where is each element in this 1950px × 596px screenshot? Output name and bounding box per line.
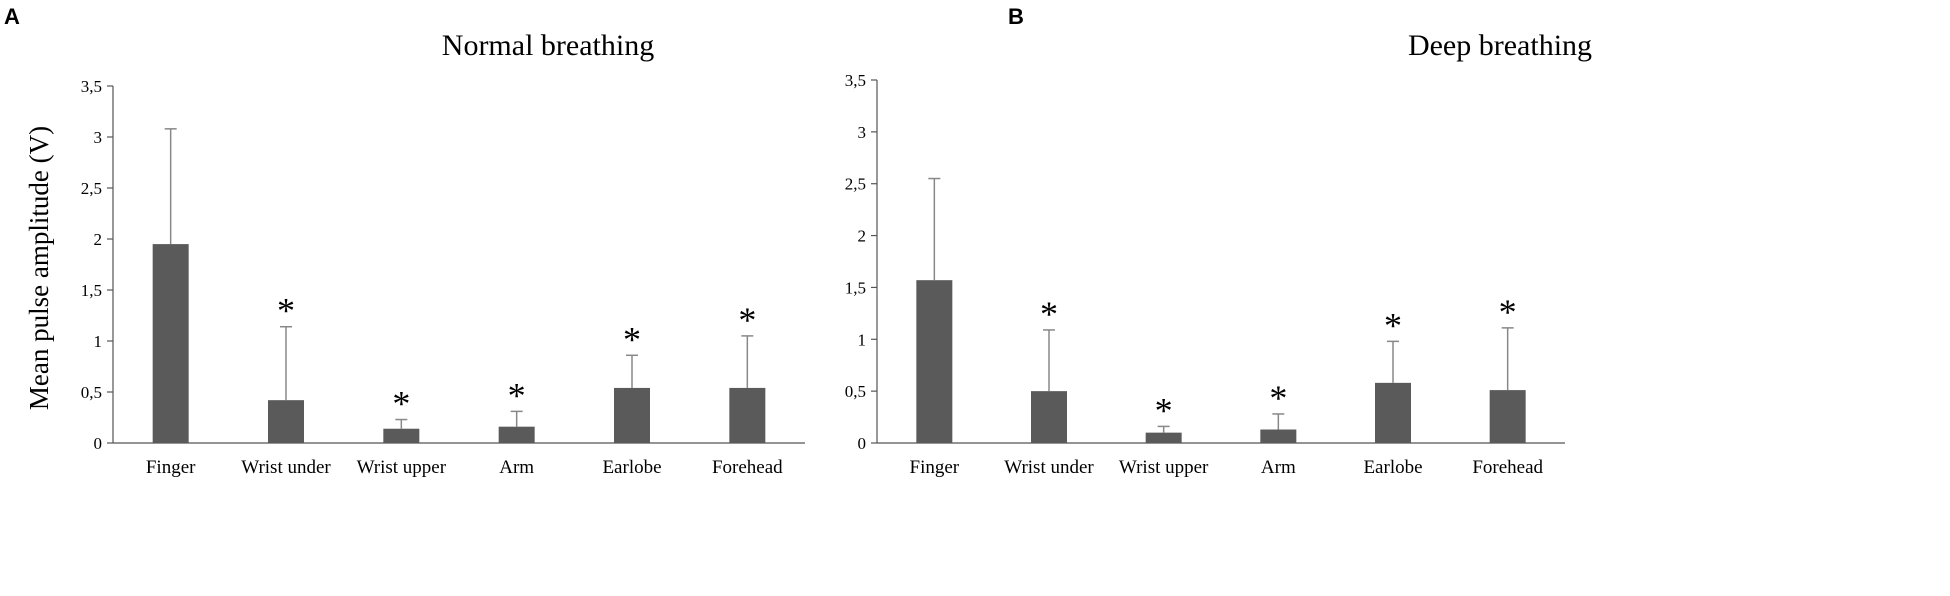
significance-star: * (738, 300, 756, 340)
x-tick-label: Earlobe (602, 457, 661, 478)
bar (729, 387, 766, 443)
y-tick-label: 3 (858, 123, 867, 142)
bar (268, 400, 304, 443)
y-tick-label: 0,5 (845, 382, 866, 401)
significance-star: * (1499, 292, 1517, 332)
y-tick-label: 1,5 (845, 278, 866, 297)
significance-star: * (508, 375, 526, 415)
x-tick-label: Forehead (1472, 457, 1543, 478)
bar (1489, 390, 1526, 443)
bar (1375, 382, 1411, 443)
panel-letter: B (1008, 4, 1024, 29)
bar (614, 387, 650, 443)
significance-star: * (392, 384, 410, 424)
x-tick-label: Wrist under (241, 457, 331, 478)
y-tick-label: 1 (858, 330, 867, 349)
y-axis-label: Mean pulse amplitude (V) (24, 126, 54, 410)
y-tick-label: 0 (858, 434, 867, 453)
y-tick-label: 0 (94, 434, 103, 453)
plot-area: 0 0,5 1 1,5 2 2,5 3 3,5 Finger * Wrist under * Wrist… (845, 71, 1565, 478)
y-tick-label: 0,5 (81, 383, 102, 402)
x-tick-label: Arm (1261, 457, 1296, 478)
significance-star: * (623, 319, 641, 359)
y-tick-label: 3 (94, 128, 103, 147)
y-tick-label: 2 (94, 230, 103, 249)
x-tick-label: Forehead (712, 457, 783, 478)
panel-b: B Deep breathing 0 0,5 1 1,5 2 2,5 3 3,5 Finger *… (845, 4, 1592, 478)
x-tick-label: Finger (910, 457, 960, 478)
y-tick-label: 3,5 (81, 77, 102, 96)
chart-title: Deep breathing (1408, 29, 1592, 62)
bar (383, 428, 420, 443)
significance-star: * (1155, 390, 1173, 430)
chart-title: Normal breathing (442, 29, 654, 62)
x-tick-label: Wrist under (1004, 457, 1094, 478)
x-tick-label: Arm (499, 457, 534, 478)
y-tick-label: 2,5 (81, 179, 102, 198)
x-tick-label: Wrist upper (357, 457, 447, 478)
significance-star: * (1384, 305, 1402, 345)
bar (1145, 432, 1182, 443)
bar (498, 426, 535, 443)
x-tick-label: Earlobe (1363, 457, 1422, 478)
plot-area: 0 0,5 1 1,5 2 2,5 3 3,5 Finger * Wrist under * Wrist… (81, 77, 805, 478)
x-tick-label: Wrist upper (1119, 457, 1209, 478)
y-tick-label: 1 (94, 332, 103, 351)
y-tick-label: 3,5 (845, 71, 866, 90)
significance-star: * (277, 291, 295, 331)
bar (1031, 391, 1067, 443)
bar (152, 244, 189, 443)
panel-a: A Normal breathing Mean pulse amplitude … (4, 4, 805, 478)
y-tick-label: 2 (858, 227, 867, 246)
x-tick-label: Finger (146, 457, 196, 478)
panel-letter: A (4, 4, 20, 29)
significance-star: * (1040, 294, 1058, 334)
significance-star: * (1269, 378, 1287, 418)
bar (1260, 429, 1297, 443)
y-tick-label: 1,5 (81, 281, 102, 300)
bar (916, 280, 953, 443)
y-tick-label: 2,5 (845, 175, 866, 194)
